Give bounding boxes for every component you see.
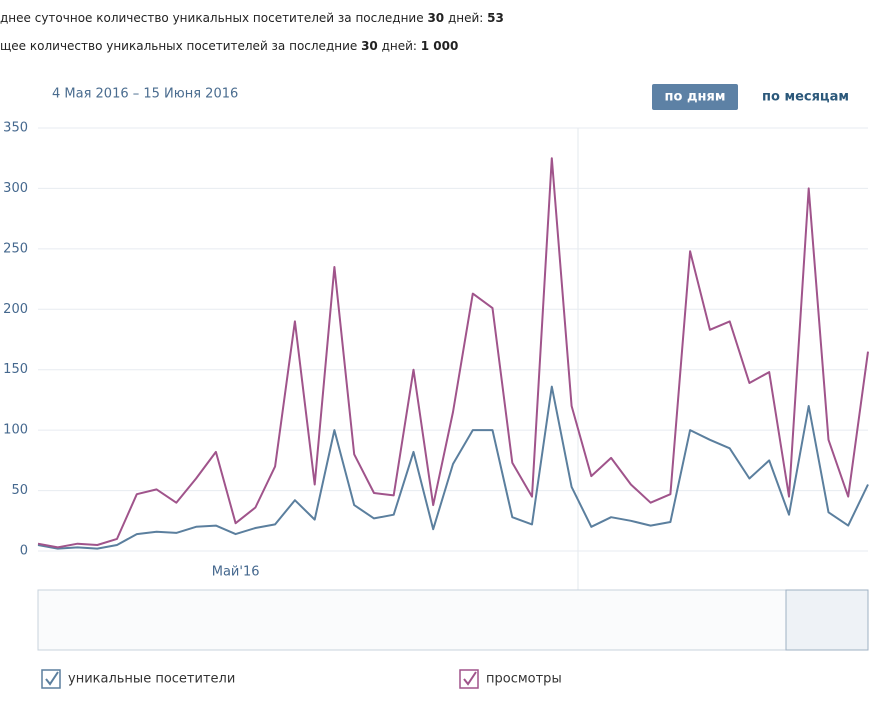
summary-text: дней:: [444, 11, 487, 25]
x-tick-label: Май'16: [212, 565, 260, 580]
summary-line: днее суточное количество уникальных посе…: [0, 11, 504, 25]
summary-days: 30: [361, 39, 378, 53]
legend-check: [463, 671, 477, 686]
y-tick-label: 300: [3, 181, 28, 196]
y-tick-label: 50: [11, 483, 28, 498]
summary-text: щее количество уникальных посетителей за…: [0, 39, 361, 53]
y-tick-label: 200: [3, 302, 28, 317]
legend-label: просмотры: [486, 672, 562, 687]
y-tick-label: 100: [3, 423, 28, 438]
legend-check: [45, 671, 59, 686]
navigator-selection[interactable]: [785, 589, 869, 651]
y-tick-label: 0: [20, 544, 28, 559]
summary-text: дней:: [378, 39, 421, 53]
series-line: [37, 385, 869, 550]
series-line: [37, 157, 869, 549]
summary-line: щее количество уникальных посетителей за…: [0, 39, 458, 53]
period[interactable]: 4 Мая 2016 – 15 Июня 2016: [52, 87, 238, 102]
y-tick-label: 350: [3, 121, 28, 136]
summary-value: 53: [487, 11, 504, 25]
summary-value: 1 000: [421, 39, 459, 53]
y-tick-label: 250: [3, 241, 28, 256]
summary-text: днее суточное количество уникальных посе…: [0, 11, 427, 25]
navigator[interactable]: [37, 589, 869, 651]
button[interactable]: по месяцам: [762, 90, 849, 105]
button[interactable]: по дням: [665, 90, 726, 105]
plot: 0 50 100 150 200 250 300 350 Май'16 уникальные по…: [3, 121, 869, 689]
legend-label: уникальные посетители: [68, 672, 235, 687]
y-tick-label: 150: [3, 362, 28, 377]
button-bg[interactable]: [652, 84, 738, 110]
summary-days: 30: [427, 11, 444, 25]
